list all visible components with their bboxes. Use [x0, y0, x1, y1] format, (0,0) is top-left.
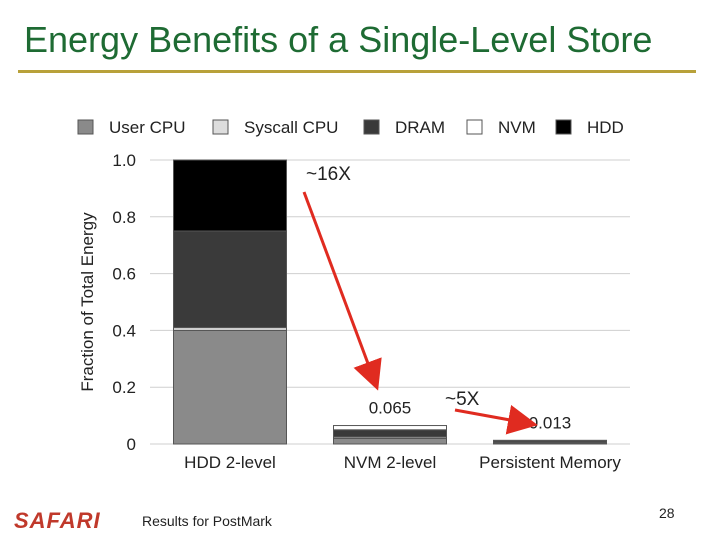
- page-number: 28: [659, 505, 675, 521]
- data-label: 0.013: [529, 413, 572, 432]
- legend-swatch: [555, 119, 572, 135]
- y-tick-label: 0.8: [112, 208, 136, 227]
- y-tick-label: 0: [127, 435, 136, 454]
- safari-logo: SAFARI: [14, 508, 101, 533]
- y-tick-label: 0.2: [112, 378, 136, 397]
- x-tick-label: NVM 2-level: [344, 453, 437, 472]
- data-label: 0.065: [369, 399, 412, 418]
- x-tick-label: HDD 2-level: [184, 453, 276, 472]
- annotation-label: ~5X: [445, 389, 480, 410]
- legend-swatch: [466, 119, 483, 135]
- bar-segment: [173, 159, 287, 232]
- bar-segment: [173, 230, 287, 329]
- legend-label: Syscall CPU: [244, 118, 338, 137]
- y-axis-label: Fraction of Total Energy: [78, 212, 97, 392]
- bar-segment: [333, 437, 447, 445]
- bar-segment: [493, 439, 607, 442]
- y-tick-label: 1.0: [112, 151, 136, 170]
- annotation-arrow: [454, 404, 538, 435]
- y-tick-label: 0.4: [112, 321, 136, 340]
- title-divider: [18, 70, 696, 73]
- bar-segment: [333, 429, 447, 438]
- bar-segment: [173, 329, 287, 445]
- legend-label: User CPU: [109, 118, 186, 137]
- legend-swatch: [363, 119, 380, 135]
- footer-caption: Results for PostMark: [142, 513, 272, 529]
- slide-title: Energy Benefits of a Single-Level Store: [24, 19, 653, 60]
- annotation-arrow: [302, 191, 382, 391]
- x-tick-label: Persistent Memory: [479, 453, 621, 472]
- y-tick-label: 0.6: [112, 265, 136, 284]
- legend-swatch: [212, 119, 229, 135]
- legend-label: DRAM: [395, 118, 445, 137]
- legend-label: HDD: [587, 118, 624, 137]
- stacked-bar-chart: 0 0.2 0.4 0.6 0.8 1.0 Fraction of Total Energy…: [77, 118, 630, 472]
- bar-segment: [333, 425, 447, 431]
- annotation-label: ~16X: [306, 164, 351, 185]
- legend-label: NVM: [498, 118, 536, 137]
- legend-swatch: [77, 119, 94, 135]
